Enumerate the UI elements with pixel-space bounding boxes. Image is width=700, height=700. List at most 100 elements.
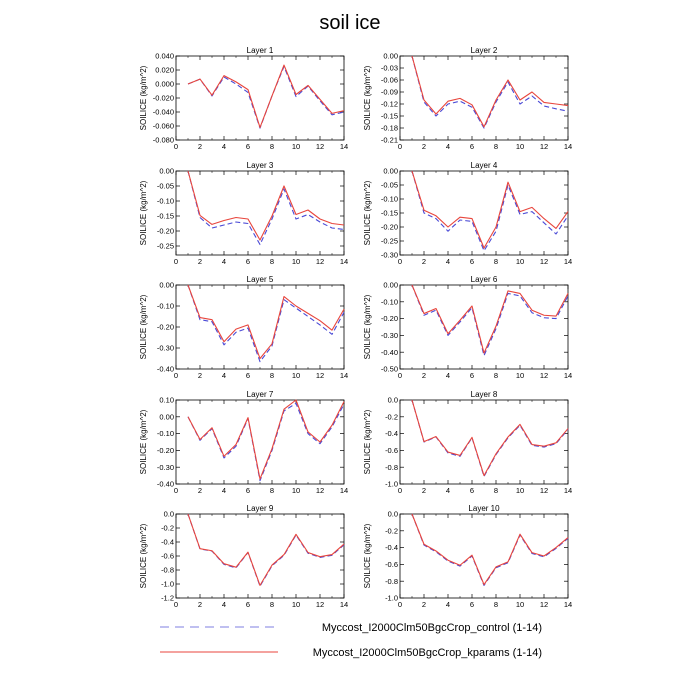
y-tick-label: -0.06 [381, 76, 398, 85]
x-tick-label: 8 [270, 142, 274, 151]
x-tick-label: 12 [540, 486, 548, 495]
series-line-control [187, 65, 345, 129]
y-tick-label: -0.30 [157, 344, 174, 353]
y-tick-label: -0.4 [385, 543, 398, 552]
x-tick-label: 12 [540, 142, 548, 151]
series-line-control [411, 513, 569, 586]
x-tick-label: 8 [270, 257, 274, 266]
series-line-kparams [187, 170, 345, 241]
y-tick-label: -0.2 [161, 524, 174, 533]
series-line-kparams [187, 513, 345, 586]
y-axis-label: SOILICE (kg/m^2) [139, 409, 148, 474]
y-tick-label: -0.30 [381, 251, 398, 260]
x-tick-label: 2 [422, 600, 426, 609]
x-tick-label: 8 [270, 486, 274, 495]
y-axis-label: SOILICE (kg/m^2) [363, 523, 372, 588]
y-tick-label: -0.060 [153, 122, 174, 131]
panel-title: Layer 6 [471, 275, 498, 284]
x-tick-label: 10 [516, 257, 524, 266]
y-tick-label: 0.0 [388, 396, 398, 405]
x-tick-label: 4 [446, 142, 450, 151]
series-line-kparams [411, 284, 569, 354]
x-tick-label: 8 [494, 257, 498, 266]
x-tick-label: 14 [340, 257, 348, 266]
x-tick-label: 12 [316, 486, 324, 495]
series-line-kparams [411, 399, 569, 477]
x-tick-label: 2 [198, 600, 202, 609]
y-tick-label: -0.6 [385, 560, 398, 569]
x-tick-label: 6 [470, 257, 474, 266]
x-tick-label: 8 [494, 371, 498, 380]
x-tick-label: 8 [494, 142, 498, 151]
x-tick-label: 12 [316, 371, 324, 380]
y-tick-label: -0.15 [381, 209, 398, 218]
x-tick-label: 0 [398, 486, 402, 495]
x-tick-label: 2 [198, 257, 202, 266]
y-axis-label: SOILICE (kg/m^2) [139, 294, 148, 359]
y-tick-label: -0.10 [157, 197, 174, 206]
x-tick-label: 14 [564, 486, 572, 495]
y-tick-label: 0.00 [383, 281, 398, 290]
x-tick-label: 14 [340, 486, 348, 495]
x-tick-label: 12 [316, 142, 324, 151]
y-tick-label: -0.03 [381, 64, 398, 73]
panel-layer-4: Layer 4 0 2 4 6 8 10 12 14 0.00 -0.05 -0.10 -0.15 -0.… [363, 161, 572, 266]
y-tick-label: -0.50 [381, 365, 398, 374]
y-tick-label: 0.00 [383, 52, 398, 61]
y-tick-label: -0.040 [153, 108, 174, 117]
y-axis-label: SOILICE (kg/m^2) [363, 409, 372, 474]
plot-frame [175, 399, 345, 485]
x-tick-label: 10 [292, 142, 300, 151]
x-tick-label: 2 [198, 142, 202, 151]
y-tick-label: -0.10 [381, 297, 398, 306]
y-tick-label: 0.00 [159, 167, 174, 176]
y-tick-label: -0.20 [381, 314, 398, 323]
x-tick-label: 4 [446, 257, 450, 266]
x-tick-label: 0 [174, 486, 178, 495]
y-tick-label: -0.20 [157, 323, 174, 332]
x-tick-label: 10 [292, 486, 300, 495]
y-tick-label: 0.00 [383, 167, 398, 176]
panel-title: Layer 9 [247, 504, 274, 513]
plot-frame [175, 170, 345, 256]
x-tick-label: 4 [446, 371, 450, 380]
x-tick-label: 0 [398, 371, 402, 380]
x-tick-label: 12 [540, 257, 548, 266]
x-tick-label: 2 [422, 142, 426, 151]
x-tick-label: 14 [340, 600, 348, 609]
x-tick-label: 10 [516, 371, 524, 380]
y-tick-label: -0.8 [385, 577, 398, 586]
series-line-control [187, 170, 345, 246]
series-line-kparams [411, 55, 569, 128]
figure-title: soil ice [319, 12, 380, 34]
y-tick-label: -0.10 [381, 195, 398, 204]
x-tick-label: 2 [422, 371, 426, 380]
x-tick-label: 4 [222, 600, 226, 609]
x-tick-label: 14 [340, 142, 348, 151]
panel-title: Layer 5 [247, 275, 274, 284]
y-tick-label: -0.4 [161, 538, 174, 547]
x-tick-label: 14 [564, 257, 572, 266]
panel-title: Layer 2 [471, 46, 498, 55]
panel-title: Layer 1 [247, 46, 274, 55]
x-tick-label: 10 [292, 371, 300, 380]
x-tick-label: 6 [470, 371, 474, 380]
series-line-kparams [411, 513, 569, 586]
x-tick-label: 14 [340, 371, 348, 380]
x-tick-label: 2 [422, 257, 426, 266]
panel-title: Layer 10 [468, 504, 500, 513]
x-tick-label: 4 [222, 486, 226, 495]
y-tick-label: -0.21 [381, 136, 398, 145]
panel-title: Layer 4 [471, 161, 498, 170]
x-tick-label: 6 [246, 142, 250, 151]
legend-item-2: Myccost_I2000Clm50BgcCrop_kparams (1-14) [160, 647, 542, 659]
y-tick-label: -0.15 [157, 212, 174, 221]
x-tick-label: 0 [174, 257, 178, 266]
y-tick-label: -0.20 [381, 223, 398, 232]
y-tick-label: 0.0 [164, 510, 174, 519]
y-tick-label: -0.09 [381, 88, 398, 97]
y-tick-label: -1.0 [161, 580, 174, 589]
y-tick-label: -0.080 [153, 136, 174, 145]
x-tick-label: 10 [516, 600, 524, 609]
